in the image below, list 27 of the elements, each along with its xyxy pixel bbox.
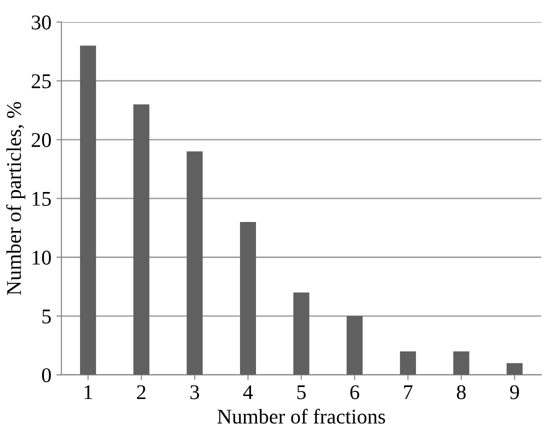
bar bbox=[133, 104, 150, 375]
y-tick-label: 0 bbox=[42, 368, 51, 382]
y-tick-label: 20 bbox=[32, 133, 51, 148]
y-tick-label: 15 bbox=[32, 192, 51, 206]
bar bbox=[346, 316, 363, 375]
x-axis-title: Number of fractions bbox=[217, 408, 386, 424]
bar bbox=[400, 351, 416, 375]
x-tick-label: 8 bbox=[456, 385, 466, 400]
x-tick-label: 2 bbox=[137, 385, 146, 400]
x-tick-label: 1 bbox=[84, 385, 92, 400]
bar bbox=[240, 222, 256, 375]
y-tick-label: 10 bbox=[32, 250, 51, 265]
bar bbox=[506, 363, 523, 375]
x-tick-label: 4 bbox=[243, 385, 253, 400]
y-axis-title: Number of particles, % bbox=[6, 102, 26, 296]
x-tick-label: 6 bbox=[350, 385, 360, 400]
y-tick-label: 5 bbox=[42, 310, 51, 324]
x-tick-label: 7 bbox=[404, 385, 413, 400]
x-tick-label: 9 bbox=[510, 385, 519, 400]
x-tick-label: 3 bbox=[190, 385, 200, 400]
bar bbox=[186, 151, 203, 375]
bar bbox=[293, 292, 310, 375]
bar bbox=[80, 46, 96, 375]
y-tick-label: 30 bbox=[32, 15, 51, 30]
y-tick-label: 25 bbox=[32, 74, 51, 88]
bar bbox=[453, 351, 470, 375]
x-tick-label: 5 bbox=[297, 385, 306, 400]
